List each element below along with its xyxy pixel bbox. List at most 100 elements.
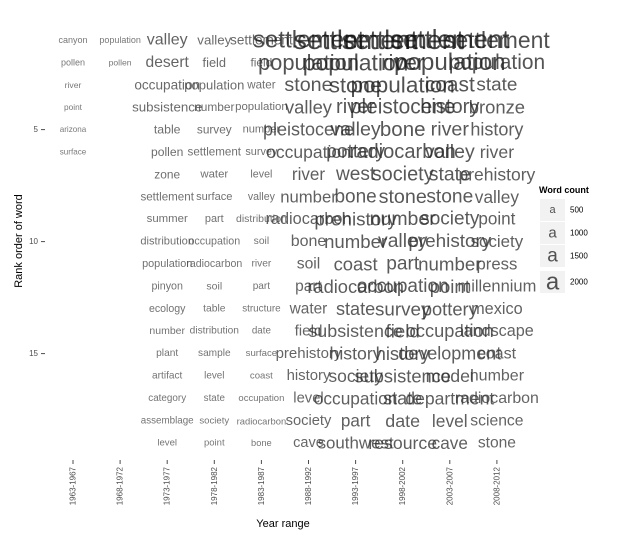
word-label: surface [246,348,277,359]
word-label: valley [330,119,380,141]
word-label: part [295,278,322,295]
word-label: mexico [471,300,523,318]
legend: Word count a 500 a 1000 a 1500 a 2000 [539,185,589,296]
word-label: settlement [253,27,365,54]
word-label: stone [426,186,473,207]
word-label: surface [60,148,87,157]
word-label: pottery [422,298,479,319]
word-label: river [480,142,515,162]
word-label: summer [147,213,188,225]
word-label: pleistocene [350,96,456,119]
word-label: population [99,35,141,45]
word-label: pollen [61,57,85,67]
legend-key-glyph: a [548,225,557,242]
word-label: bone [334,186,376,207]
x-tick-label: 1978-1982 [210,466,219,505]
word-label: coast [478,345,517,363]
legend-label: 1500 [570,252,588,261]
word-label: survey [375,298,431,319]
word-label: settlement [140,190,194,203]
word-label: ecology [149,303,186,315]
word-label: society [286,413,332,429]
word-label: pottery [326,142,385,163]
word-label: radiocarbon [186,258,242,270]
word-label: radiocarbon [455,390,539,407]
word-label: pinyon [151,280,183,292]
word-label: occupation [188,236,240,248]
word-label: survey [245,146,278,158]
legend-key-glyph: a [547,246,558,267]
word-label: stone [379,186,427,208]
word-label: field [386,321,420,342]
word-label: field [250,55,272,69]
word-label: level [432,411,468,431]
word-label: point [430,276,470,297]
word-label: structure [242,303,281,314]
legend-label: 1000 [570,229,588,238]
word-label: radiocarbon [307,276,404,297]
word-label: valley [248,191,276,203]
x-tick-label: 2003-2007 [445,466,454,505]
word-label: history [470,120,523,140]
x-tick-label: 1968-1972 [116,466,125,505]
legend-key-bg [540,222,565,244]
legend-key-bg [540,271,565,293]
word-label: subsistence [354,366,451,387]
word-label: category [148,393,186,404]
word-label: part [205,213,224,225]
y-axis-title: Rank order of word [13,194,25,288]
word-label: press [476,255,517,274]
word-label: part [341,411,371,430]
word-label: bronze [469,97,525,118]
word-label: water [199,168,228,180]
word-label: west [335,164,376,185]
word-label: valley [475,187,520,207]
word-label: valley [285,97,333,118]
word-label: distribution [236,213,287,225]
word-label: bone [380,118,426,141]
word-label: valley [197,33,231,48]
y-tick-label: 5 [34,125,39,134]
word-label: plant [156,348,178,359]
legend-key-bg [540,199,565,221]
word-label: river [336,96,375,118]
word-label: department [405,388,494,408]
word-label: landscape [460,322,534,340]
x-tick-label: 1973-1977 [163,466,172,505]
word-label: soil [297,256,321,273]
word-label: stone [478,435,516,452]
x-tick-label: 1988-1992 [304,466,313,505]
word-label: pollen [151,145,183,159]
word-label: water [289,300,328,317]
word-label: point [204,438,225,449]
word-label: level [293,390,323,406]
word-label: level [204,371,224,382]
word-label: occupation [314,388,398,408]
x-axis: 1963-1967 1968-1972 1973-1977 1978-1982 1983… [69,460,501,505]
word-label: state [429,163,471,185]
word-label: settlement [230,33,293,48]
x-tick-label: 1963-1967 [69,466,78,505]
word-label: radiocarbon [266,210,352,228]
word-label: occupation [238,393,284,404]
word-label: population [235,101,288,113]
word-label: subsistence [308,321,403,341]
y-tick-label: 10 [29,237,38,246]
word-label: prehistory [408,231,491,252]
word-label: occupation [134,77,200,92]
word-label: artifact [152,371,182,382]
word-label: river [251,259,271,270]
word-label: population [142,258,192,270]
word-label: assemblage [141,415,194,426]
word-label: prehistory [276,345,342,362]
word-label: river [65,80,82,90]
word-label: number [370,208,437,230]
word-label: occupation [406,321,494,341]
word-label: survey [197,123,232,137]
word-label: valley [378,231,428,252]
word-label: subsistence [132,100,202,115]
word-label: part [386,254,420,275]
word-label: settlement [342,25,465,55]
word-label: society [199,415,229,426]
